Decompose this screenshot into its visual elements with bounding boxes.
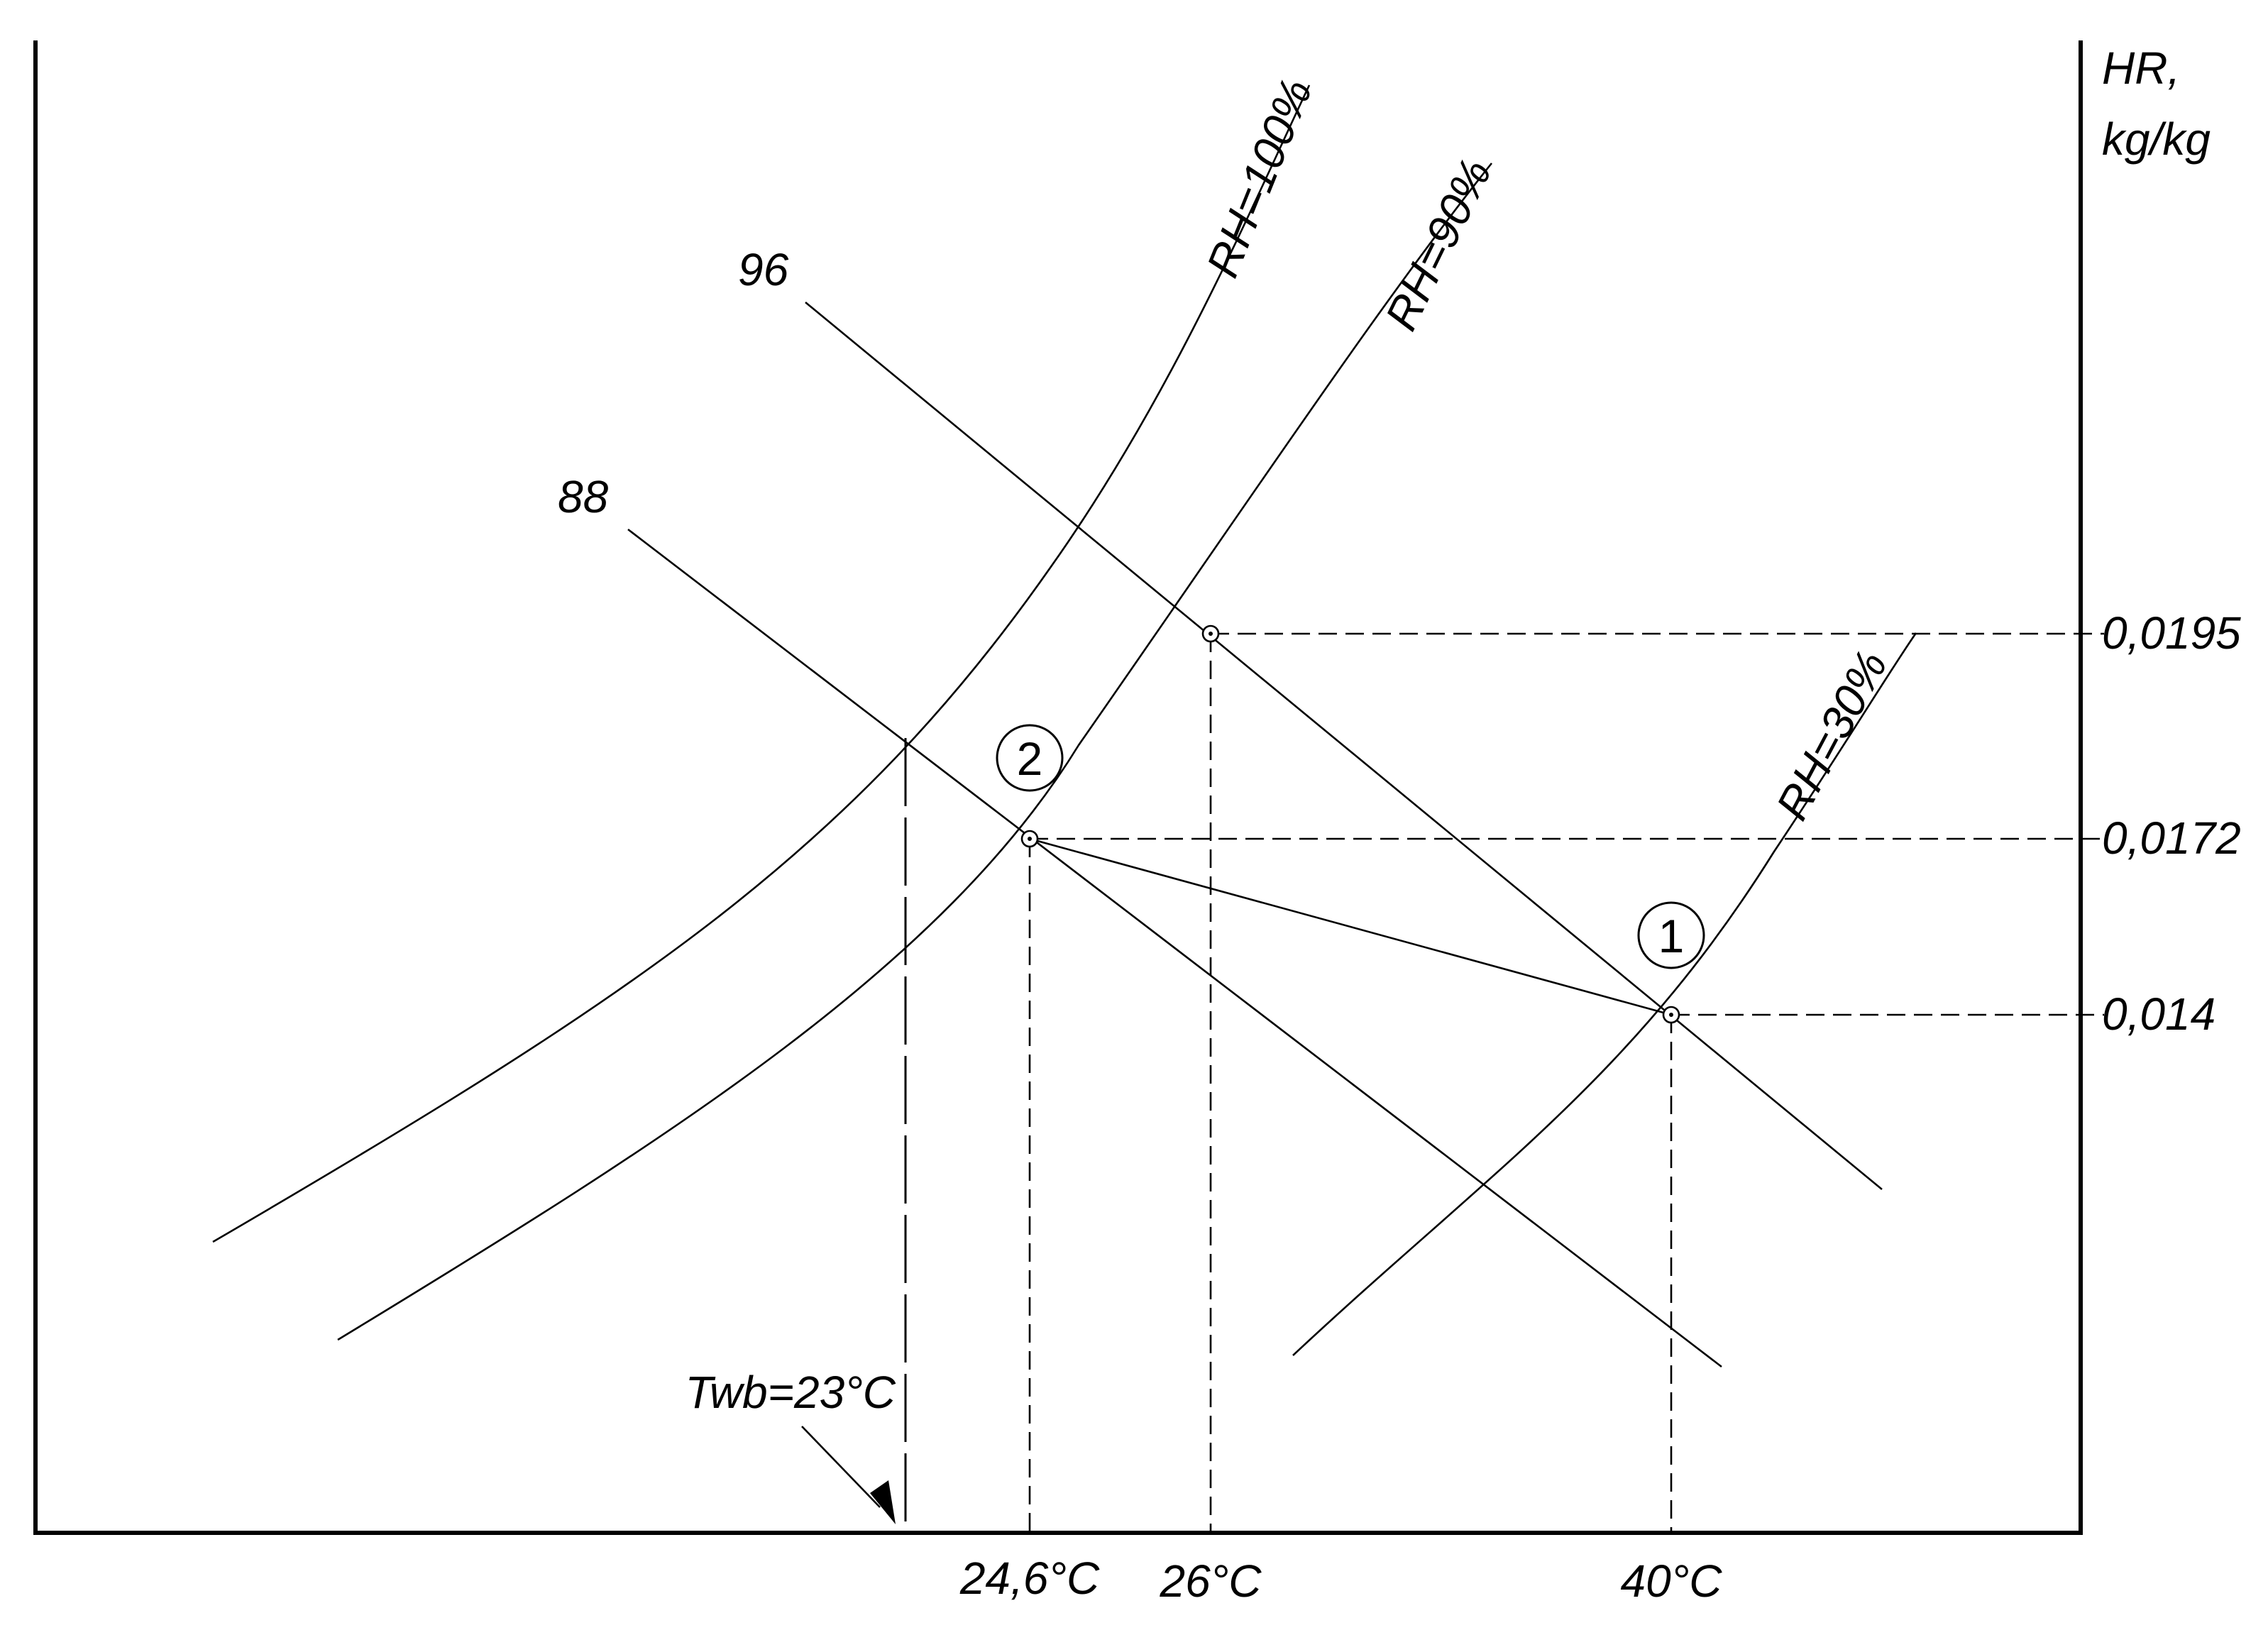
t-tick-40: 40°C	[1621, 1556, 1723, 1607]
rh-100-label: RH=100%	[1196, 72, 1322, 284]
rh-100-curve	[212, 84, 1311, 1243]
saturation-point-marker	[1201, 624, 1220, 643]
process-line	[1029, 837, 1672, 1016]
y-axis-label-line1: HR,	[2102, 43, 2180, 94]
state-point-1-label: 1	[1658, 910, 1685, 962]
rh-30-label: RH=30%	[1766, 642, 1898, 828]
wet-bulb-arrow-head	[870, 1480, 896, 1524]
wet-bulb-arrow-shaft	[801, 1426, 881, 1508]
enthalpy-line-96	[805, 301, 1883, 1191]
state-point-2-label: 2	[1017, 732, 1043, 785]
wet-bulb-label: Twb=23°C	[685, 1367, 896, 1418]
rh-90-curve	[337, 163, 1493, 1341]
state-point-1-marker	[1662, 1006, 1680, 1024]
hr-tick-0195: 0,0195	[2102, 607, 2241, 659]
state-point-1-circle	[1637, 901, 1705, 969]
enthalpy-line-88	[627, 528, 1722, 1368]
rh-90-label: RH=90%	[1375, 151, 1502, 338]
rh-30-curve	[1292, 632, 1917, 1356]
state-point-2-circle	[996, 724, 1064, 792]
enthalpy-88-label: 88	[558, 471, 609, 522]
y-axis-label-line2: kg/kg	[2102, 114, 2211, 165]
t-tick-246: 24,6°C	[959, 1553, 1100, 1604]
t-tick-26: 26°C	[1160, 1556, 1262, 1607]
enthalpy-96-label: 96	[738, 244, 789, 295]
hr-tick-014: 0,014	[2102, 989, 2215, 1040]
hr-tick-0172: 0,0172	[2102, 813, 2241, 864]
state-point-2-marker	[1020, 830, 1039, 848]
